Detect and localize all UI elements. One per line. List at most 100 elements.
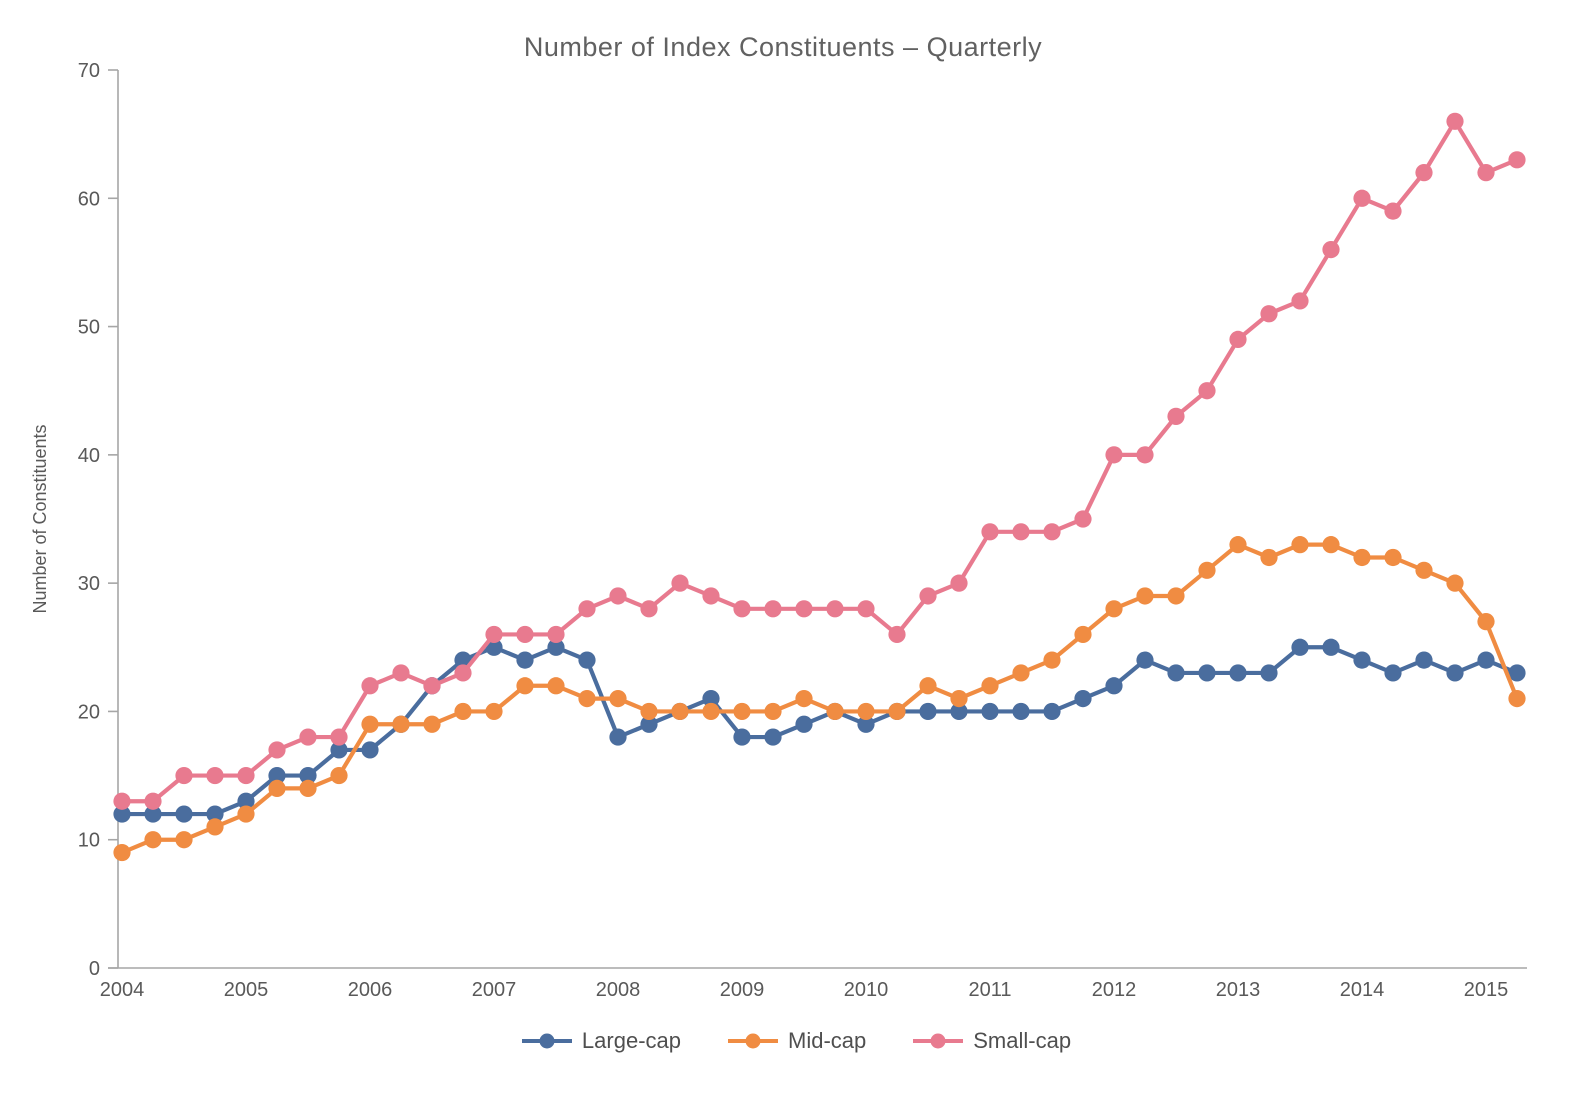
data-point-mid-cap <box>1384 548 1402 567</box>
data-point-mid-cap <box>299 779 317 798</box>
x-tick-label: 2011 <box>968 979 1011 1001</box>
data-point-small-cap <box>1105 446 1123 464</box>
data-point-mid-cap <box>175 831 193 849</box>
data-point-large-cap <box>1353 651 1371 669</box>
data-point-large-cap <box>795 715 813 733</box>
y-tick-label: 50 <box>78 317 100 339</box>
data-point-small-cap <box>888 625 906 644</box>
x-tick-label: 2012 <box>1092 979 1137 1001</box>
data-point-small-cap <box>361 677 379 695</box>
data-point-mid-cap <box>454 702 472 721</box>
legend-dot <box>930 1033 946 1049</box>
data-point-large-cap <box>1167 664 1185 682</box>
data-point-mid-cap <box>1012 664 1030 682</box>
data-point-mid-cap <box>1167 587 1185 605</box>
data-point-large-cap <box>640 715 658 733</box>
data-point-large-cap <box>1508 664 1526 682</box>
data-point-small-cap <box>206 766 224 785</box>
data-point-small-cap <box>981 523 999 541</box>
data-point-large-cap <box>206 805 224 823</box>
legend-marker-mid-cap <box>728 1033 778 1049</box>
data-point-mid-cap <box>1508 690 1526 708</box>
data-point-small-cap <box>609 587 627 605</box>
data-point-mid-cap <box>1074 625 1092 644</box>
data-point-mid-cap <box>423 715 441 733</box>
series-line-mid-cap <box>119 542 1520 855</box>
data-point-small-cap <box>1291 292 1309 310</box>
x-tick-label: 2015 <box>1464 979 1509 1001</box>
data-point-small-cap <box>1477 164 1495 182</box>
y-tick-label: 0 <box>89 958 100 980</box>
y-tick-label: 20 <box>78 701 100 723</box>
y-tick-label: 30 <box>78 573 100 595</box>
data-point-mid-cap <box>950 690 968 708</box>
data-point-large-cap <box>1136 651 1154 669</box>
data-point-mid-cap <box>826 702 844 721</box>
data-point-mid-cap <box>113 843 131 862</box>
data-point-large-cap <box>330 741 348 759</box>
data-point-small-cap <box>1043 523 1061 541</box>
data-point-large-cap <box>609 728 627 746</box>
data-point-small-cap <box>330 728 348 746</box>
data-point-mid-cap <box>1322 536 1340 554</box>
data-point-small-cap <box>857 600 875 618</box>
data-point-mid-cap <box>1291 536 1309 554</box>
data-point-mid-cap <box>609 690 627 708</box>
data-point-small-cap <box>1198 382 1216 400</box>
data-point-small-cap <box>1384 202 1402 220</box>
data-point-mid-cap <box>702 702 720 721</box>
y-tick-label: 10 <box>78 830 100 852</box>
data-point-small-cap <box>826 600 844 618</box>
data-point-small-cap <box>516 625 534 644</box>
x-tick-label: 2009 <box>720 979 765 1001</box>
data-point-large-cap <box>516 651 534 669</box>
data-point-small-cap <box>1012 523 1030 541</box>
data-point-small-cap <box>950 574 968 592</box>
data-point-small-cap <box>423 677 441 695</box>
data-point-mid-cap <box>1260 548 1278 567</box>
data-point-large-cap <box>1322 638 1340 656</box>
data-point-large-cap <box>237 792 255 810</box>
data-point-large-cap <box>702 690 720 708</box>
data-point-small-cap <box>795 600 813 618</box>
data-point-large-cap <box>547 638 565 656</box>
data-point-small-cap <box>1136 446 1154 464</box>
series-small-cap <box>113 112 1526 810</box>
data-point-small-cap <box>671 574 689 592</box>
data-point-mid-cap <box>888 702 906 721</box>
series-line-large-cap <box>119 645 1520 817</box>
data-point-mid-cap <box>330 766 348 785</box>
series-mid-cap <box>113 536 1526 862</box>
legend-item-mid-cap: Mid-cap <box>727 1028 866 1054</box>
data-point-small-cap <box>640 600 658 618</box>
data-point-mid-cap <box>1477 613 1495 631</box>
data-point-mid-cap <box>1446 574 1464 592</box>
y-axis-label: Number of Constituents <box>30 424 50 613</box>
y-tick-label: 40 <box>78 445 100 467</box>
data-point-mid-cap <box>919 677 937 695</box>
data-point-mid-cap <box>795 690 813 708</box>
data-point-small-cap <box>237 766 255 785</box>
legend-item-small-cap: Small-cap <box>912 1028 1071 1054</box>
data-point-small-cap <box>547 625 565 644</box>
data-point-mid-cap <box>144 831 162 849</box>
y-tick-label: 60 <box>78 188 100 210</box>
data-point-mid-cap <box>485 702 503 721</box>
data-point-mid-cap <box>640 702 658 721</box>
data-point-large-cap <box>1415 651 1433 669</box>
x-axis-ticks: 2004 2005 2006 2007 2008 2009 2010 2011 2012 2013… <box>100 979 1509 1001</box>
data-point-mid-cap <box>671 702 689 721</box>
data-point-mid-cap <box>206 818 224 836</box>
data-point-large-cap <box>1384 664 1402 682</box>
data-point-mid-cap <box>268 779 286 798</box>
data-point-large-cap <box>144 805 162 823</box>
data-point-small-cap <box>764 600 782 618</box>
data-point-large-cap <box>299 766 317 785</box>
x-tick-label: 2008 <box>596 979 641 1001</box>
data-point-large-cap <box>1229 664 1247 682</box>
data-point-mid-cap <box>1229 536 1247 554</box>
data-point-small-cap <box>113 792 131 810</box>
x-tick-label: 2005 <box>224 979 269 1001</box>
data-point-large-cap <box>1291 638 1309 656</box>
